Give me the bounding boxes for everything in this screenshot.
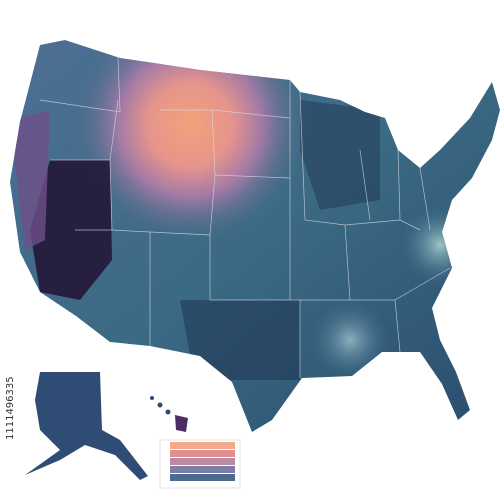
map-shape bbox=[175, 415, 188, 432]
state-borders bbox=[39, 57, 451, 378]
map-shape bbox=[170, 450, 235, 457]
map-shape bbox=[39, 57, 451, 378]
dark-texture bbox=[180, 300, 300, 380]
map-shape bbox=[170, 458, 235, 465]
map-shape bbox=[157, 402, 163, 408]
dark-texture bbox=[300, 100, 380, 210]
alaska bbox=[25, 372, 148, 480]
map-shape bbox=[170, 474, 235, 481]
map-shape bbox=[165, 409, 171, 415]
map-shape bbox=[170, 466, 235, 473]
watermark-id: 1111496335 bbox=[5, 376, 16, 440]
legend bbox=[159, 439, 241, 489]
hawaii bbox=[150, 396, 188, 432]
map-shape bbox=[170, 442, 235, 449]
map-shape bbox=[150, 396, 154, 400]
